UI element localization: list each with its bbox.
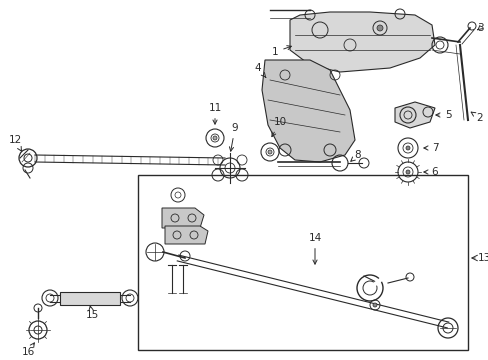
Bar [60,292,120,305]
Text: 3: 3 [476,23,482,33]
Text: 11: 11 [208,103,221,124]
Text: 8: 8 [350,150,361,161]
Polygon shape [164,226,207,244]
Text: 7: 7 [423,143,437,153]
Circle shape [213,136,217,140]
Circle shape [405,170,409,174]
Text: 4: 4 [254,63,265,77]
Text: 10: 10 [271,117,286,137]
Polygon shape [262,60,354,162]
Circle shape [267,150,271,154]
Text: 5: 5 [435,110,450,120]
Polygon shape [289,12,434,72]
Text: 2: 2 [470,112,482,123]
Polygon shape [394,102,434,128]
Text: 6: 6 [423,167,437,177]
Polygon shape [162,208,203,228]
Text: 13: 13 [476,253,488,263]
Text: 15: 15 [85,306,99,320]
Circle shape [372,303,376,307]
Text: 14: 14 [308,233,321,264]
Circle shape [405,146,409,150]
Bar [138,175,467,350]
Text: 16: 16 [21,343,35,357]
Circle shape [376,25,382,31]
Text: 9: 9 [229,123,238,151]
Text: 12: 12 [8,135,21,151]
Text: 1: 1 [271,46,291,57]
